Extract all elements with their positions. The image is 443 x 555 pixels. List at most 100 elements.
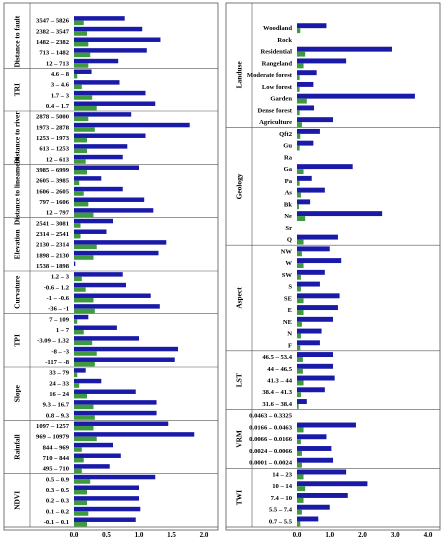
category-label: 12 – 613 <box>46 156 70 163</box>
bar-series-1 <box>74 218 113 224</box>
bar-series-2 <box>297 497 304 503</box>
bar-series-1 <box>74 336 139 341</box>
bar-series-1 <box>74 208 154 213</box>
bar-series-2 <box>74 489 87 495</box>
category-label: 41.3 – 44 <box>267 377 292 384</box>
bar-series-1 <box>74 506 141 512</box>
bar-series-1 <box>297 493 348 498</box>
category-label: 1.7 – 3 <box>51 92 70 99</box>
bar-series-2 <box>74 41 89 47</box>
bar-series-2 <box>74 95 93 100</box>
category-label: 0.3 – 0.5 <box>46 487 70 494</box>
category-label: 44 – 46.5 <box>267 366 292 373</box>
group-label: NDVI <box>13 491 22 510</box>
bar-series-1 <box>74 304 160 309</box>
bar-series-2 <box>297 368 303 374</box>
bar-series-1 <box>74 346 178 352</box>
category-label: 2878 – 5000 <box>36 114 70 121</box>
category-label: Garden <box>270 96 292 103</box>
bar-series-1 <box>297 58 347 64</box>
category-label: 4.6 – 8 <box>51 71 70 78</box>
bar-series-1 <box>74 421 169 426</box>
bar-series-1 <box>74 186 123 192</box>
bar-series-1 <box>297 293 340 299</box>
category-label: 1973 – 2878 <box>36 124 70 131</box>
bar-series-1 <box>74 261 76 266</box>
group-label: Slope <box>13 384 22 402</box>
bar-series-2 <box>74 297 94 303</box>
bar-series-1 <box>297 199 311 205</box>
category-label: 0.0463 – 0.3325 <box>249 413 293 420</box>
panel-frame <box>225 2 441 531</box>
category-label: NW <box>281 248 293 255</box>
bar-series-2 <box>74 287 86 292</box>
bar-series-1 <box>297 81 314 87</box>
chart-panel-2: Landuse Woodland Rock Residential Rangeland M… <box>225 2 441 539</box>
group-label: Elevation <box>13 229 22 259</box>
category-label: E <box>288 307 293 314</box>
bar-series-2 <box>297 286 301 292</box>
bar-series-1 <box>297 399 307 404</box>
bar-series-2 <box>297 169 304 175</box>
bar-series-1 <box>74 485 139 490</box>
bar-series-1 <box>297 504 330 510</box>
bar-series-1 <box>74 293 151 298</box>
bar-series-1 <box>74 378 102 384</box>
category-label: 1253 – 1973 <box>36 135 70 142</box>
group-label: Curvature <box>13 275 22 309</box>
bar-series-1 <box>297 516 319 522</box>
bar-series-2 <box>297 310 304 315</box>
category-label: 1.2 – 3 <box>51 274 70 281</box>
bar-series-1 <box>74 26 143 32</box>
bar-series-2 <box>74 276 82 282</box>
bar-series-1 <box>74 69 92 74</box>
bar-series-2 <box>74 244 97 250</box>
category-label: 1606 – 2605 <box>36 188 70 195</box>
bar-series-1 <box>297 246 330 252</box>
category-label: 1538 – 1898 <box>36 263 70 270</box>
category-label: 7 – 109 <box>49 316 69 323</box>
bar-series-1 <box>297 457 334 463</box>
category-label: NE <box>283 319 293 326</box>
bar-series-2 <box>297 427 304 433</box>
bar-series-2 <box>74 383 80 388</box>
bar-series-1 <box>297 363 334 369</box>
bar-series-2 <box>297 345 301 351</box>
x-tick-label: 0.5 <box>102 531 111 539</box>
bar-series-1 <box>74 176 102 181</box>
bar-series-2 <box>74 340 93 346</box>
category-label: 0.0001 – 0.0024 <box>249 460 293 467</box>
bar-series-2 <box>297 98 307 104</box>
bar-series-2 <box>297 192 301 198</box>
category-label: SE <box>284 295 293 302</box>
bar-series-1 <box>297 375 335 381</box>
category-label: Bk <box>284 201 292 208</box>
bar-series-2 <box>297 474 304 480</box>
category-label: -117 – -8 <box>45 359 70 366</box>
bar-series-2 <box>74 116 89 122</box>
bar-series-1 <box>297 446 332 451</box>
bar-series-2 <box>297 28 301 34</box>
bar-series-1 <box>74 410 157 416</box>
category-label: 1097 – 1257 <box>36 423 70 430</box>
category-label: 969 – 10979 <box>36 434 70 441</box>
bar-series-2 <box>297 403 299 409</box>
group-label: Distance to lineament <box>13 156 22 225</box>
bar-series-2 <box>74 180 80 186</box>
category-label: 844 – 969 <box>43 444 70 451</box>
bar-series-2 <box>74 500 87 506</box>
bar-series-2 <box>297 75 300 81</box>
bar-series-1 <box>297 328 322 334</box>
bar-series-2 <box>297 251 302 257</box>
category-label: Dense forest <box>258 107 293 114</box>
category-label: 24 – 33 <box>49 380 69 387</box>
bar-series-1 <box>74 112 132 117</box>
category-label: 0.0024 – 0.0066 <box>249 448 293 455</box>
category-label: 5.5 – 7.4 <box>269 507 293 514</box>
bar-series-1 <box>74 432 195 437</box>
bar-series-2 <box>297 145 300 151</box>
bar-series-1 <box>297 316 334 322</box>
bar-series-1 <box>297 23 327 29</box>
bar-series-2 <box>74 191 84 196</box>
